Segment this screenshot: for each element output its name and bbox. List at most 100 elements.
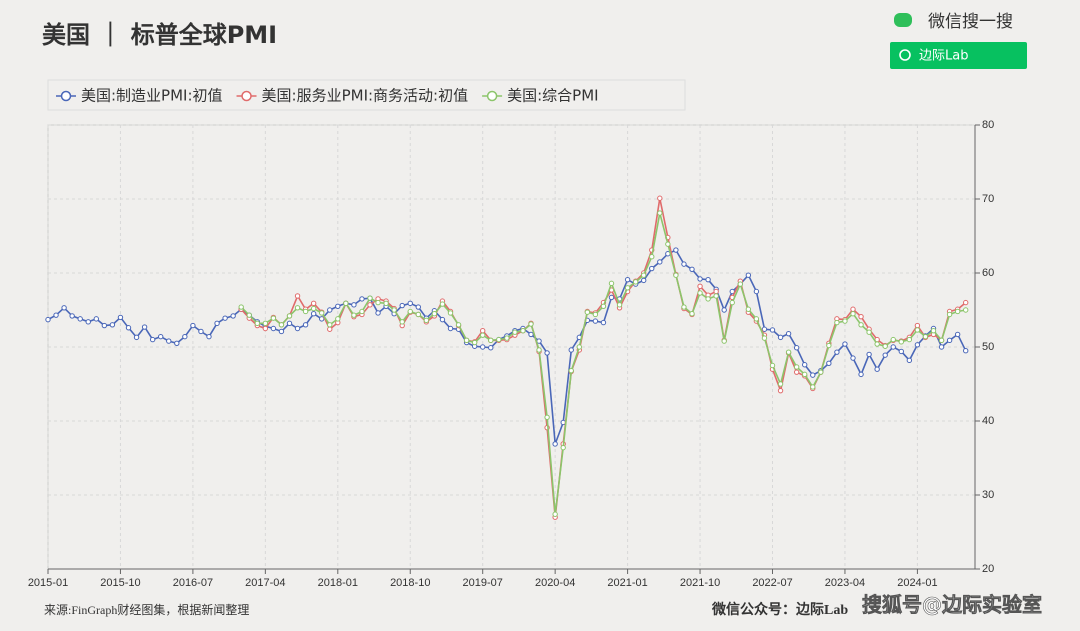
- legend-label: 美国:综合PMI: [507, 87, 598, 105]
- data-point: [890, 336, 896, 343]
- data-point: [471, 339, 478, 346]
- data-point: [544, 414, 550, 420]
- data-point: [463, 337, 470, 344]
- data-point: [302, 322, 309, 328]
- data-point: [327, 307, 333, 313]
- legend-marker: [241, 90, 252, 102]
- legend-marker: [486, 90, 498, 102]
- data-point: [737, 281, 743, 287]
- data-point: [206, 333, 212, 340]
- series-line: [240, 198, 967, 518]
- data-point: [761, 335, 768, 341]
- chart-title: 美国 ｜ 标普全球PMI: [42, 21, 277, 49]
- x-tick-label: 2023-04: [825, 577, 865, 589]
- data-point: [214, 320, 220, 327]
- data-point: [190, 322, 196, 329]
- data-point: [874, 341, 880, 347]
- data-point: [705, 276, 711, 283]
- data-point: [721, 338, 727, 344]
- data-point: [141, 324, 148, 330]
- data-point: [174, 340, 180, 346]
- data-point: [673, 272, 679, 278]
- data-point: [125, 325, 132, 331]
- data-point: [753, 288, 760, 295]
- data-point: [310, 305, 317, 312]
- data-point: [310, 311, 317, 317]
- data-point: [729, 299, 735, 306]
- data-point: [689, 266, 695, 272]
- data-point: [294, 325, 301, 332]
- data-point: [488, 337, 494, 344]
- y-tick-label: 50: [982, 341, 994, 353]
- x-tick-label: 2015-01: [28, 577, 68, 589]
- data-point: [649, 265, 655, 272]
- data-point: [528, 321, 534, 327]
- data-point: [632, 279, 639, 285]
- data-point: [294, 293, 301, 299]
- data-point: [697, 290, 703, 296]
- data-point: [423, 317, 430, 324]
- data-point: [834, 319, 840, 326]
- data-point: [431, 311, 438, 317]
- series-line: [240, 212, 966, 515]
- data-point: [963, 348, 969, 354]
- y-tick-label: 70: [982, 193, 994, 205]
- data-point: [705, 296, 711, 302]
- data-point: [415, 304, 421, 310]
- data-point: [850, 355, 856, 361]
- search-button[interactable]: [890, 42, 1027, 69]
- data-point: [158, 333, 164, 340]
- data-point: [641, 277, 647, 284]
- data-point: [641, 272, 647, 278]
- data-point: [826, 360, 832, 366]
- data-point: [560, 444, 566, 451]
- legend-marker: [60, 90, 72, 102]
- data-point: [657, 210, 663, 216]
- data-point: [53, 312, 59, 318]
- data-point: [544, 350, 550, 356]
- data-point: [319, 310, 325, 316]
- data-point: [576, 344, 582, 350]
- data-point: [230, 313, 236, 319]
- data-point: [270, 325, 277, 332]
- x-tick-label: 2018-01: [318, 577, 358, 589]
- data-point: [657, 259, 663, 265]
- data-point: [278, 328, 285, 335]
- data-point: [198, 328, 204, 335]
- data-point: [810, 384, 816, 390]
- data-point: [665, 241, 671, 247]
- data-point: [938, 337, 945, 344]
- data-point: [327, 322, 333, 328]
- data-point: [898, 339, 904, 345]
- legend-label: 美国:服务业PMI:商务活动:初值: [262, 87, 469, 105]
- data-point: [351, 302, 357, 308]
- data-point: [850, 311, 856, 317]
- data-point: [375, 310, 381, 316]
- search-icon: [899, 49, 911, 61]
- data-point: [826, 342, 832, 349]
- data-point: [946, 311, 953, 318]
- data-point: [866, 329, 872, 335]
- data-point: [914, 342, 921, 348]
- data-point: [769, 327, 776, 333]
- data-point: [914, 327, 921, 333]
- data-point: [600, 303, 607, 309]
- data-point: [504, 335, 510, 341]
- data-point: [842, 341, 848, 347]
- search-button-label[interactable]: 边际Lab: [919, 49, 968, 64]
- data-point: [810, 372, 816, 378]
- data-point: [335, 316, 341, 322]
- data-point: [954, 331, 961, 338]
- data-point: [327, 326, 333, 332]
- data-point: [802, 371, 808, 378]
- y-tick-label: 60: [982, 267, 994, 279]
- data-point: [391, 307, 397, 313]
- data-point: [568, 347, 574, 353]
- data-point: [383, 300, 389, 307]
- data-point: [584, 309, 591, 315]
- data-point: [439, 316, 446, 323]
- data-point: [520, 328, 526, 334]
- data-point: [777, 387, 784, 394]
- data-point: [793, 345, 800, 351]
